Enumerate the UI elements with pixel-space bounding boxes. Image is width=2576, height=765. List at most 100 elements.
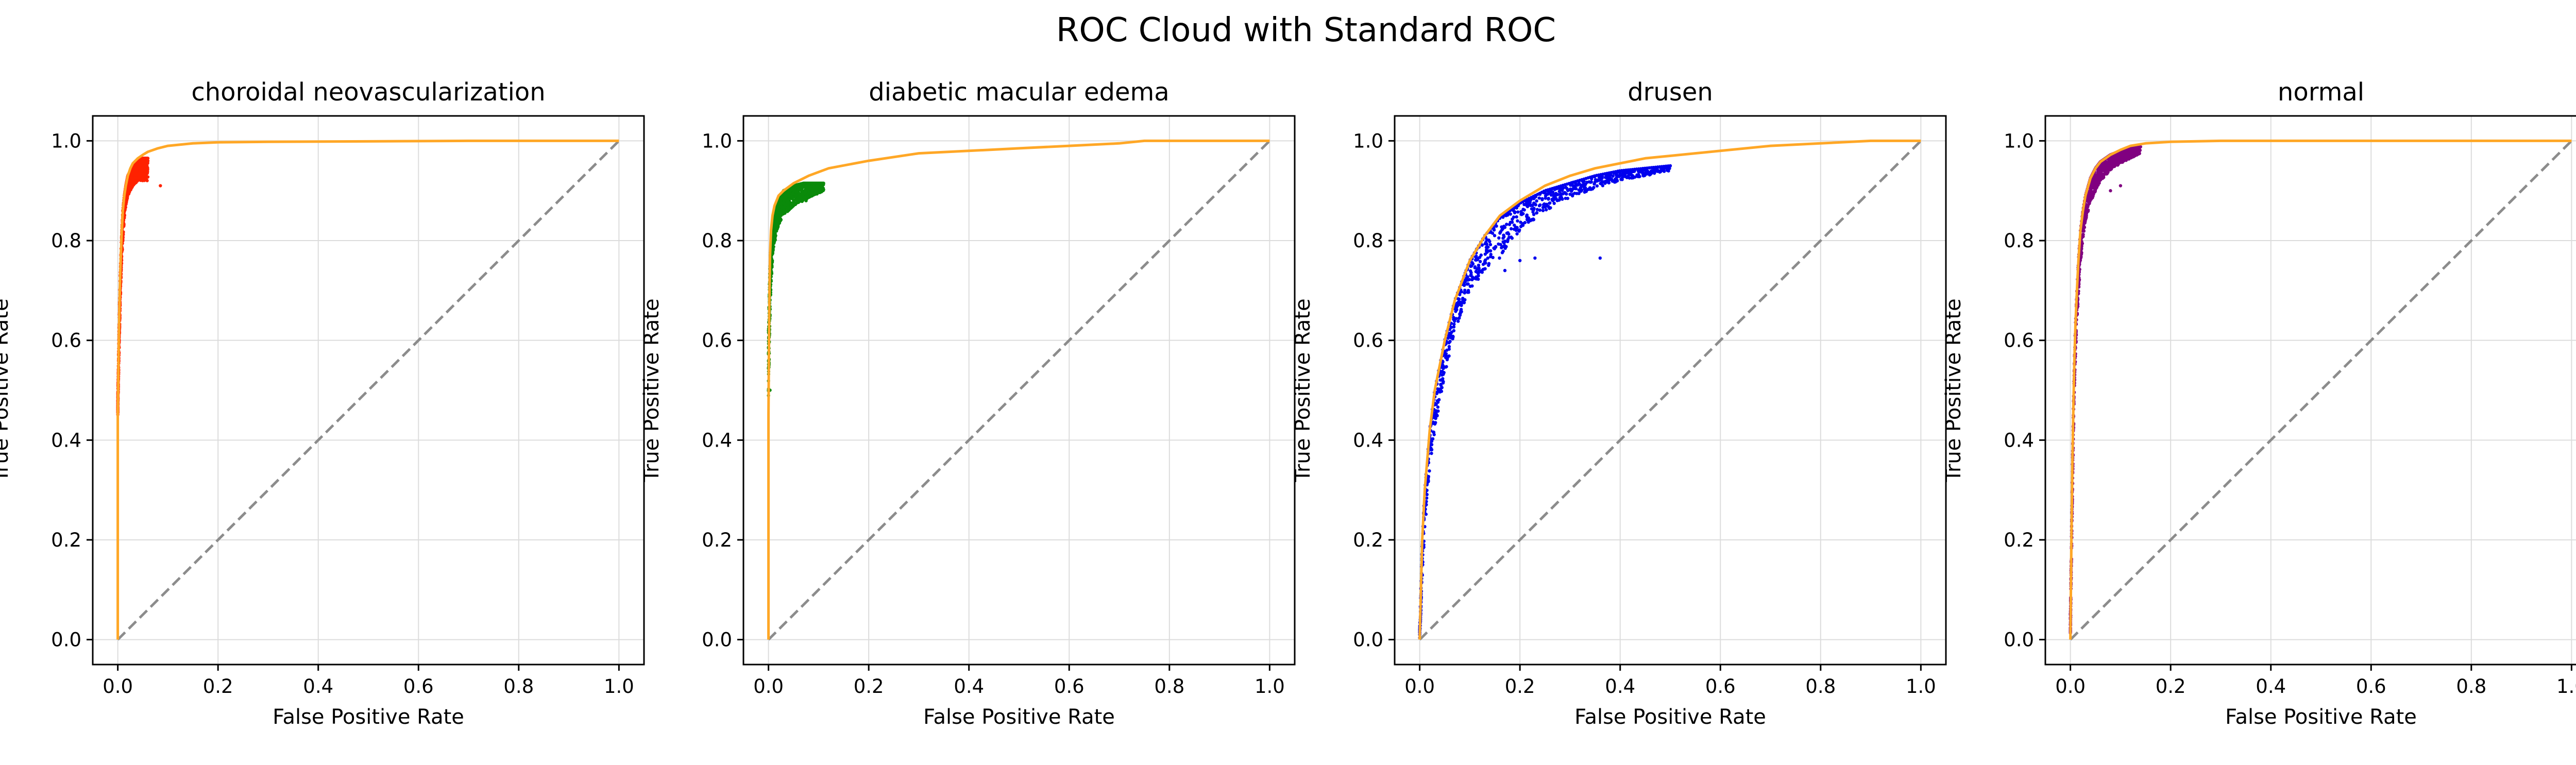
cloud-point — [1535, 211, 1538, 215]
cloud-point — [1447, 345, 1451, 349]
cloud-point — [777, 221, 782, 225]
cloud-point — [1511, 217, 1514, 221]
cloud-point — [1640, 169, 1644, 173]
cloud-point — [1473, 266, 1477, 269]
cloud-point — [1545, 202, 1549, 206]
cloud-point — [2084, 211, 2088, 215]
cloud-point — [1444, 365, 1448, 369]
cloud-point — [1517, 228, 1521, 232]
cloud-point — [1561, 197, 1564, 201]
cloud-point — [1522, 208, 1526, 212]
y-tick-label: 0.8 — [51, 230, 81, 252]
cloud-point — [1485, 248, 1488, 252]
roc-cloud — [116, 157, 162, 417]
cloud-point — [1560, 188, 1564, 191]
cloud-point — [1430, 443, 1434, 447]
cloud-point — [1509, 212, 1512, 216]
cloud-outlier — [1503, 268, 1507, 273]
cloud-point — [2107, 165, 2111, 168]
cloud-point — [1499, 243, 1502, 246]
cloud-point — [1463, 280, 1466, 284]
cloud-point — [1505, 231, 1509, 235]
cloud-point — [1620, 176, 1624, 179]
cloud-point — [1500, 225, 1503, 229]
cloud-point — [1481, 267, 1485, 271]
y-axis-label: True Positive Rate — [640, 298, 664, 482]
cloud-point — [1434, 416, 1437, 420]
cloud-point — [1544, 208, 1548, 212]
y-tick-label: 1.0 — [2004, 130, 2034, 152]
x-tick-label: 0.2 — [854, 675, 884, 698]
cloud-point — [795, 197, 799, 201]
cloud-point — [779, 213, 783, 217]
x-tick-label: 0.8 — [503, 675, 534, 698]
cloud-point — [1649, 169, 1653, 173]
cloud-point — [1547, 197, 1550, 201]
cloud-point — [2116, 155, 2120, 159]
cloud-point — [776, 208, 780, 212]
cloud-point — [1592, 182, 1596, 186]
cloud-point — [1436, 400, 1440, 404]
cloud-outlier — [1533, 256, 1537, 260]
roc-cloud — [2069, 145, 2143, 635]
y-tick-label: 0.8 — [1353, 230, 1383, 252]
panel-title: choroidal neovascularization — [191, 78, 545, 107]
cloud-point — [1456, 297, 1460, 301]
cloud-point — [1606, 177, 1609, 181]
cloud-point — [1541, 203, 1546, 207]
cloud-point — [1594, 178, 1598, 182]
cloud-point — [1513, 210, 1516, 214]
cloud-point — [1445, 348, 1449, 352]
cloud-point — [2088, 192, 2091, 195]
cloud-point — [802, 195, 806, 199]
cloud-point — [1509, 220, 1512, 224]
chance-diagonal — [2069, 140, 2573, 641]
cloud-point — [771, 242, 775, 246]
cloud-point — [1488, 240, 1492, 244]
y-tick-label: 0.8 — [702, 230, 732, 252]
cloud-point — [1662, 169, 1666, 173]
cloud-outlier — [2119, 184, 2123, 188]
cloud-point — [1522, 202, 1526, 207]
cloud-point — [795, 190, 799, 194]
cloud-point — [1541, 209, 1545, 212]
cloud-point — [1510, 236, 1514, 240]
cloud-point — [1587, 180, 1591, 184]
cloud-point — [789, 204, 793, 208]
cloud-point — [1541, 206, 1545, 209]
cloud-point — [821, 188, 825, 191]
cloud-point — [1456, 319, 1460, 323]
standard-roc-curve — [2069, 139, 2572, 640]
cloud-point — [1502, 235, 1506, 239]
cloud-point — [2082, 222, 2087, 225]
cloud-point — [1653, 168, 1657, 172]
cloud-point — [1430, 451, 1433, 455]
cloud-point — [1592, 185, 1596, 190]
x-tick-label: 0.0 — [2055, 675, 2086, 698]
cloud-point — [822, 181, 825, 185]
cloud-point — [773, 238, 777, 242]
cloud-outlier — [141, 174, 145, 178]
cloud-point — [1473, 255, 1478, 259]
y-tick-label: 0.6 — [702, 330, 732, 352]
cloud-point — [1440, 369, 1444, 373]
cloud-point — [1604, 179, 1607, 183]
x-tick-label: 0.8 — [1154, 675, 1184, 698]
y-tick-label: 0.6 — [51, 330, 81, 352]
panel-drusen: 0.0 0.0 0.2 0.2 0.4 0.4 0.6 0.6 0.8 0.8 1.0 1.0 dru… — [1291, 78, 1947, 729]
cloud-point — [138, 165, 142, 169]
cloud-point — [1435, 414, 1439, 418]
y-tick-label: 1.0 — [51, 130, 81, 152]
cloud-point — [1520, 212, 1524, 215]
cloud-point — [1462, 283, 1466, 287]
cloud-outlier — [804, 199, 808, 202]
cloud-point — [1430, 448, 1434, 452]
x-tick-label: 0.0 — [753, 675, 784, 698]
y-tick-label: 0.8 — [2004, 230, 2034, 252]
cloud-point — [1501, 249, 1505, 253]
cloud-point — [1570, 189, 1573, 193]
cloud-point — [1531, 217, 1535, 222]
x-tick-label: 0.4 — [954, 675, 984, 698]
cloud-point — [1438, 387, 1443, 391]
axes-frame — [742, 115, 1296, 666]
